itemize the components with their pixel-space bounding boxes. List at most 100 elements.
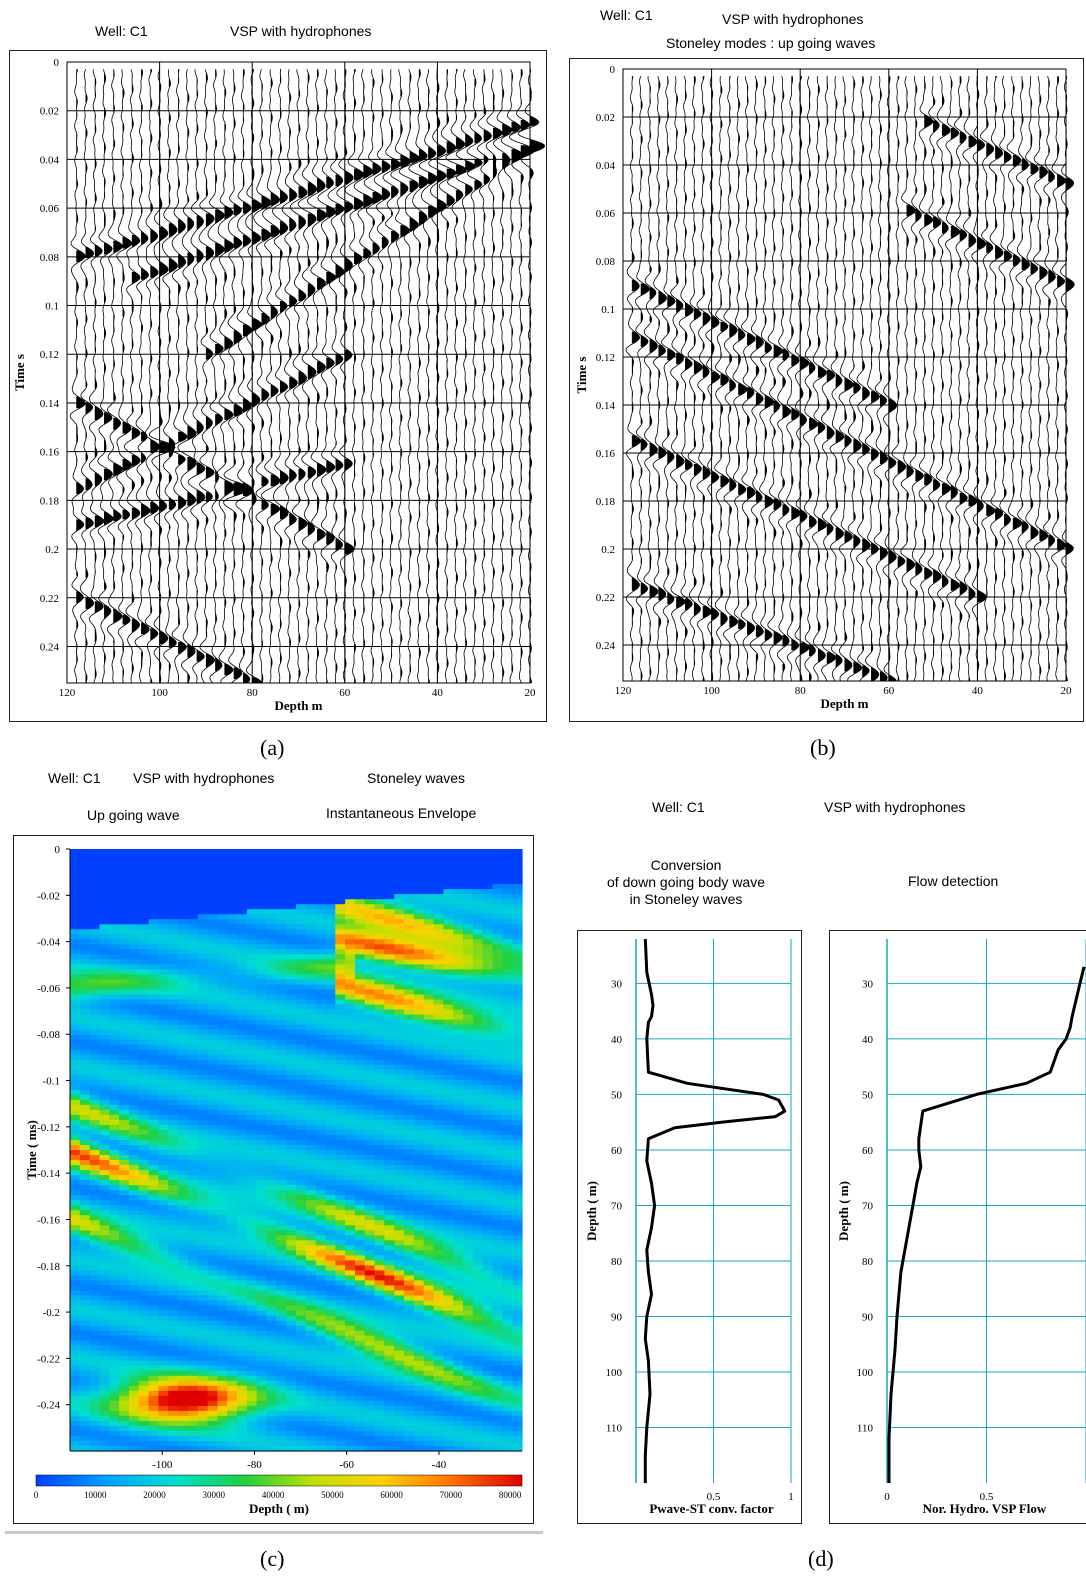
heatmap-cell bbox=[305, 1165, 317, 1171]
heatmap-cell bbox=[325, 889, 336, 895]
heatmap-cell bbox=[89, 1250, 101, 1256]
heatmap-cell bbox=[178, 1285, 189, 1291]
heatmap-cell bbox=[129, 1104, 140, 1111]
heatmap-cell bbox=[70, 964, 81, 970]
heatmap-cell bbox=[237, 1390, 248, 1397]
heatmap-cell bbox=[109, 1134, 120, 1141]
heatmap-cell bbox=[325, 914, 336, 920]
trace-wiggle bbox=[776, 76, 792, 682]
heatmap-cell bbox=[148, 1330, 159, 1337]
heatmap-cell bbox=[178, 854, 189, 860]
heatmap-cell bbox=[256, 1215, 268, 1221]
heatmap-cell bbox=[404, 1315, 415, 1322]
heatmap-cell bbox=[129, 1225, 140, 1231]
heatmap-cell bbox=[305, 1069, 317, 1076]
heatmap-cell bbox=[266, 1375, 277, 1382]
heatmap-cell bbox=[374, 1275, 385, 1281]
heatmap-cell bbox=[138, 1129, 150, 1136]
heatmap-cell bbox=[423, 1029, 435, 1036]
heatmap-cell bbox=[404, 1069, 415, 1076]
heatmap-cell bbox=[404, 1446, 415, 1452]
heatmap-cell bbox=[266, 1270, 277, 1276]
heatmap-cell bbox=[256, 914, 268, 920]
heatmap-cell bbox=[119, 1180, 130, 1186]
heatmap-cell bbox=[315, 1205, 327, 1211]
heatmap-cell bbox=[99, 1285, 110, 1291]
heatmap-cell bbox=[404, 1225, 415, 1231]
heatmap-cell bbox=[187, 1049, 199, 1056]
heatmap-cell bbox=[178, 1054, 189, 1061]
heatmap-cell bbox=[286, 1019, 297, 1026]
seismic-trace bbox=[998, 76, 1013, 682]
heatmap-cell bbox=[178, 1330, 189, 1337]
heatmap-cell bbox=[433, 1330, 444, 1337]
heatmap-cell bbox=[197, 1390, 209, 1397]
heatmap-cell bbox=[345, 1089, 356, 1096]
heatmap-cell bbox=[129, 1295, 140, 1302]
heatmap-cell bbox=[109, 924, 120, 930]
heatmap-cell bbox=[148, 1145, 159, 1151]
heatmap-cell bbox=[246, 1069, 258, 1076]
heatmap-cell bbox=[325, 1360, 336, 1367]
heatmap-cell bbox=[413, 1270, 425, 1276]
heatmap-cell bbox=[345, 1395, 356, 1402]
heatmap-cell bbox=[227, 864, 238, 870]
heatmap-cell bbox=[99, 1024, 110, 1031]
heatmap-cell bbox=[178, 879, 189, 885]
heatmap-cell bbox=[384, 1255, 395, 1261]
heatmap-cell bbox=[413, 994, 425, 1001]
heatmap-cell bbox=[89, 934, 101, 940]
heatmap-cell bbox=[305, 924, 317, 930]
heatmap-cell bbox=[129, 949, 140, 955]
heatmap-cell bbox=[413, 1074, 425, 1081]
heatmap-cell bbox=[394, 1355, 405, 1362]
heatmap-cell bbox=[433, 959, 444, 965]
heatmap-cell bbox=[423, 1109, 435, 1116]
seismic-trace bbox=[812, 76, 828, 682]
heatmap-cell bbox=[178, 1245, 189, 1251]
heatmap-cell bbox=[109, 1425, 120, 1432]
heatmap-cell bbox=[158, 1350, 169, 1357]
heatmap-cell bbox=[237, 1069, 248, 1076]
heatmap-cell bbox=[374, 1230, 385, 1236]
heatmap-cell bbox=[433, 1079, 444, 1086]
heatmap-cell bbox=[246, 944, 258, 950]
heatmap-cell bbox=[305, 1305, 317, 1312]
heatmap-cell bbox=[187, 1240, 199, 1246]
heatmap-cell bbox=[345, 994, 356, 1001]
heatmap-cell bbox=[266, 1355, 277, 1362]
heatmap-cell bbox=[335, 1059, 346, 1066]
heatmap-cell bbox=[237, 1004, 248, 1011]
heatmap-cell bbox=[374, 1435, 385, 1442]
heatmap-cell bbox=[404, 969, 415, 975]
heatmap-cell bbox=[364, 894, 376, 900]
heatmap-cell bbox=[364, 1069, 376, 1076]
trace-wiggle bbox=[882, 76, 898, 682]
heatmap-cell bbox=[158, 1099, 169, 1106]
heatmap-cell bbox=[315, 1044, 327, 1051]
heatmap-cell bbox=[138, 1295, 150, 1302]
heatmap-cell bbox=[246, 1134, 258, 1141]
heatmap-cell bbox=[315, 1370, 327, 1377]
heatmap-cell bbox=[70, 954, 81, 960]
heatmap-cell bbox=[266, 969, 277, 975]
heatmap-cell bbox=[335, 1395, 346, 1402]
heatmap-cell bbox=[246, 879, 258, 885]
heatmap-cell bbox=[178, 1019, 189, 1026]
heatmap-cell bbox=[286, 1004, 297, 1011]
heatmap-cell bbox=[246, 969, 258, 975]
heatmap-cell bbox=[256, 1074, 268, 1081]
heatmap-cell bbox=[423, 1390, 435, 1397]
heatmap-cell bbox=[384, 1049, 395, 1056]
heatmap-cell bbox=[129, 1210, 140, 1216]
heatmap-cell bbox=[286, 1114, 297, 1121]
heatmap-cell bbox=[335, 864, 346, 870]
heatmap-cell bbox=[148, 1395, 159, 1402]
heatmap-cell bbox=[70, 1180, 81, 1186]
trace-wiggle bbox=[517, 69, 546, 684]
trace-wiggle bbox=[785, 76, 801, 682]
heatmap-cell bbox=[394, 1415, 405, 1422]
heatmap-cell bbox=[119, 849, 130, 855]
heatmap-cell bbox=[404, 1340, 415, 1347]
heatmap-cell bbox=[433, 934, 444, 940]
